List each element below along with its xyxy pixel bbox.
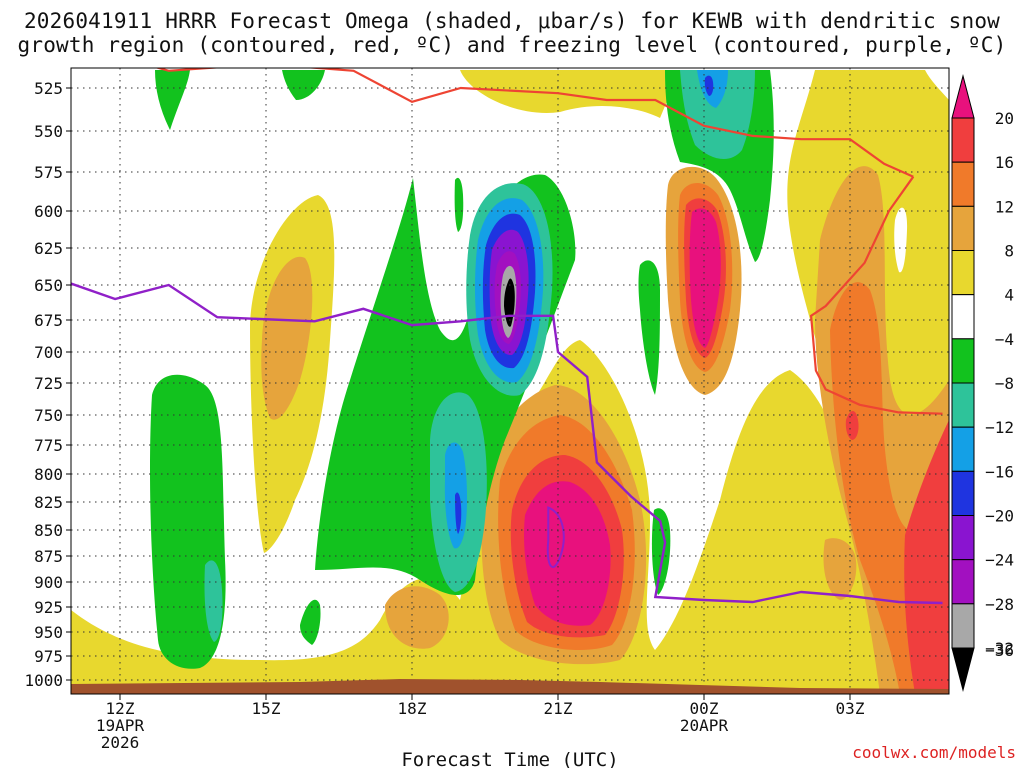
chart-title-line-1: 2026041911 HRRR Forecast Omega (shaded, … [23, 9, 1001, 33]
plot-frame [70, 67, 950, 695]
freezing-level-contour [71, 282, 943, 605]
colorbar-segment [951, 338, 975, 384]
y-tick-label: 600 [34, 202, 63, 221]
y-tick-label: 825 [34, 493, 63, 512]
colorbar-label: −12 [985, 418, 1014, 437]
x-tick-label: 00Z [690, 699, 719, 718]
y-tick-label: 975 [34, 647, 63, 666]
y-tick-label: 800 [34, 465, 63, 484]
y-tick-label: 550 [34, 122, 63, 141]
x-tick-label: 20APR [680, 716, 729, 735]
y-tick-label: 725 [34, 374, 63, 393]
colorbar-segment [951, 205, 975, 251]
x-tick-label: 21Z [544, 699, 573, 718]
y-tick-label: 750 [34, 406, 63, 425]
y-tick-label: 775 [34, 436, 63, 455]
terrain-strip [71, 679, 949, 694]
colorbar-label: 8 [1004, 242, 1014, 261]
y-tick-label: 525 [34, 79, 63, 98]
y-tick-label: 1000 [24, 671, 63, 690]
x-tick-label: 19APR [96, 716, 145, 735]
x-tick-label: 15Z [252, 699, 281, 718]
y-tick-label: 925 [34, 598, 63, 617]
y-axis: 525 550 575 600 625 650 675 700 725 750 775 800 825 8… [24, 79, 71, 690]
freezing-level-loop [546, 506, 565, 569]
colorbar-label: −8 [995, 374, 1014, 393]
dendritic-growth-top-contour [154, 68, 914, 178]
y-tick-label: 850 [34, 521, 63, 540]
colorbar-label: 16 [995, 153, 1014, 172]
colorbar-label: −16 [985, 462, 1014, 481]
colorbar-label: −20 [985, 507, 1014, 526]
colorbar-label: 20 [995, 109, 1014, 128]
omega-shading [71, 70, 949, 694]
colorbar-top-arrow [951, 74, 975, 119]
y-tick-label: 650 [34, 276, 63, 295]
y-tick-label: 700 [34, 343, 63, 362]
colorbar-segment [951, 559, 975, 605]
colorbar-segment [951, 426, 975, 472]
colorbar-segment [951, 294, 975, 340]
x-tick-label: 18Z [398, 699, 427, 718]
colorbar-label: −28 [985, 595, 1014, 614]
credit-label: coolwx.com/models [852, 743, 1016, 762]
x-axis-label: Forecast Time (UTC) [401, 749, 618, 768]
colorbar-segment [951, 161, 975, 207]
colorbar-segment [951, 515, 975, 561]
y-tick-label: 575 [34, 163, 63, 182]
colorbar-label: −4 [995, 330, 1014, 349]
colorbar-segment [951, 117, 975, 163]
colorbar-bottom-arrow [951, 647, 975, 692]
colorbar-segment [951, 250, 975, 296]
colorbar-label: 4 [1004, 286, 1014, 305]
x-tick-label: 03Z [836, 699, 865, 718]
colorbar-segment [951, 382, 975, 428]
x-tick-label: 12Z [106, 699, 135, 718]
colorbar-label: −36 [985, 641, 1014, 660]
colorbar-segment [951, 603, 975, 649]
x-tick-label: 2026 [101, 733, 140, 752]
colorbar-segment [951, 470, 975, 517]
grid-lines [71, 68, 949, 694]
y-tick-label: 900 [34, 573, 63, 592]
colorbar: 20 16 12 8 4 −4 −8 −12 −16 −20 −24 −28 −32−36 [951, 74, 1014, 692]
y-tick-label: 625 [34, 239, 63, 258]
colorbar-label: −24 [985, 551, 1014, 570]
y-tick-label: 675 [34, 311, 63, 330]
y-tick-label: 950 [34, 623, 63, 642]
colorbar-label: −32 [985, 639, 1014, 658]
colorbar-label: 12 [995, 197, 1014, 216]
chart-title-line-2: growth region (contoured, red, ºC) and f… [17, 33, 1007, 57]
y-tick-label: 875 [34, 547, 63, 566]
dendritic-growth-bottom-contour [809, 176, 943, 415]
